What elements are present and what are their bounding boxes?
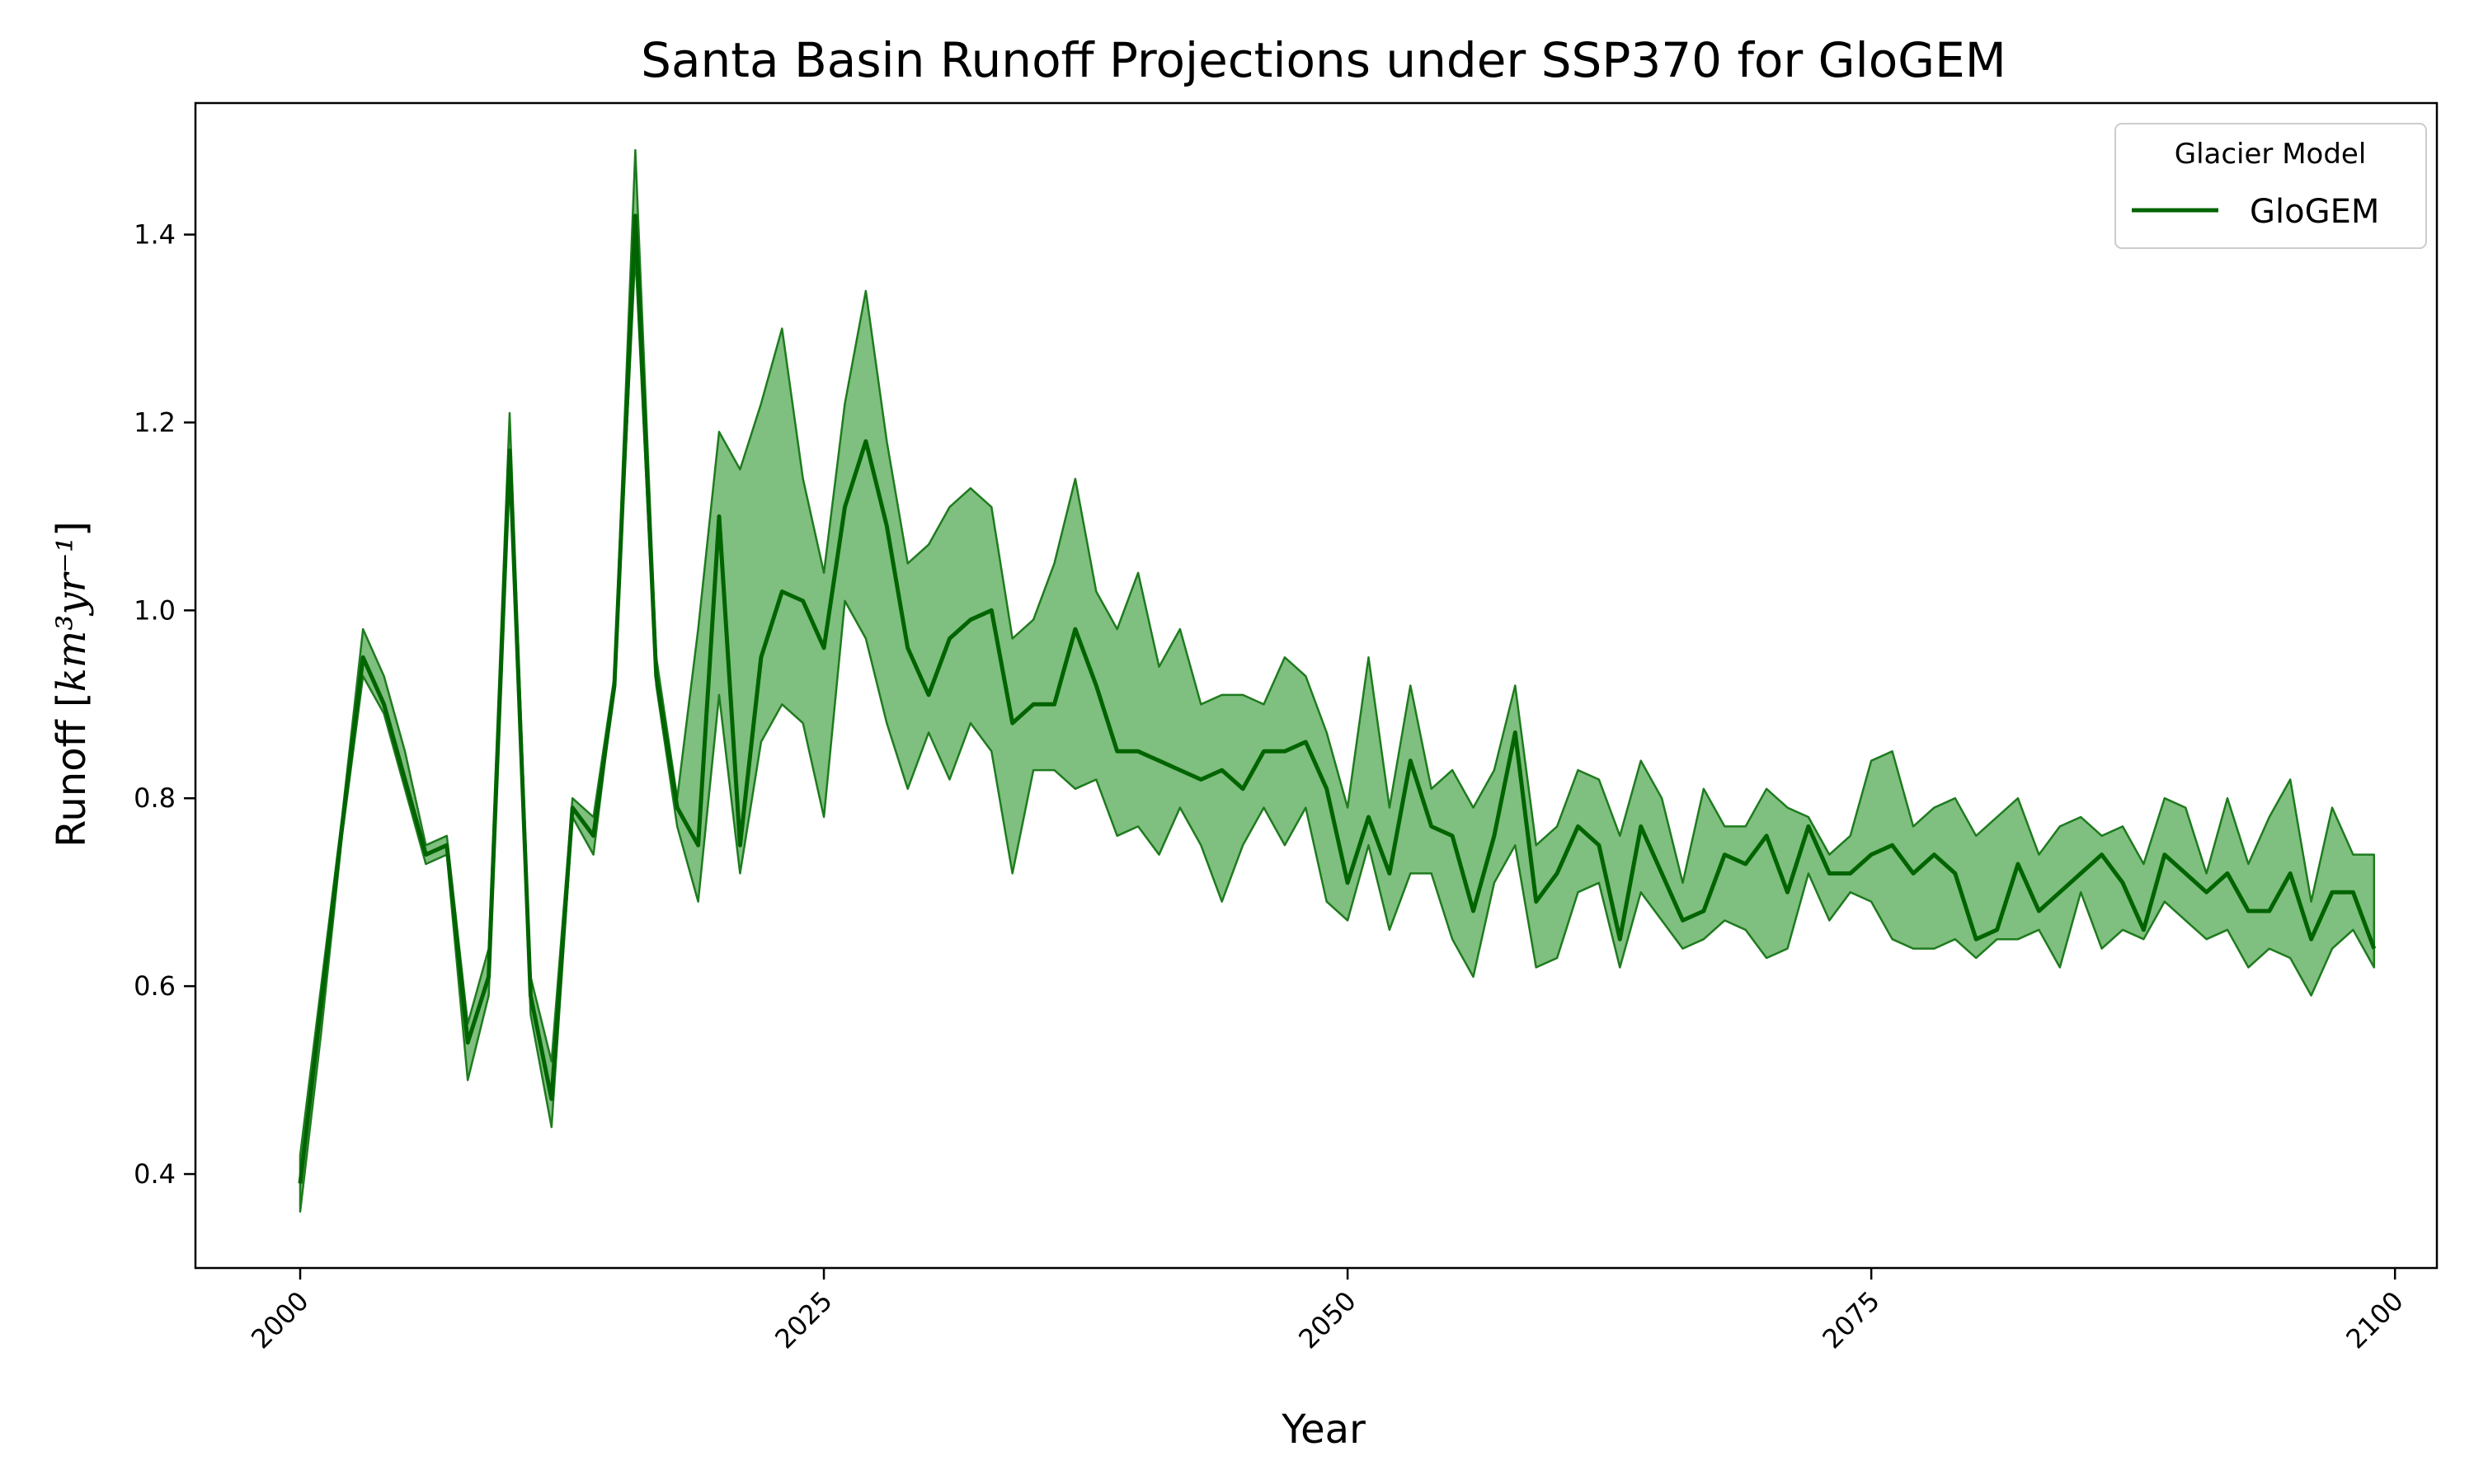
mean-line-glogem: [298, 214, 2377, 1184]
legend-box: [2114, 123, 2427, 249]
y-tick-label: 0.8: [134, 782, 176, 814]
mean-line-layer: [298, 214, 2377, 1184]
y-axis-label-prefix: Runoff [: [49, 692, 95, 847]
y-tick-label: 0.6: [134, 970, 176, 1002]
y-axis-label-units: km³yr⁻¹: [49, 537, 95, 692]
axes-frame: [194, 101, 2439, 1270]
uncertainty-band-layer: [299, 148, 2376, 1213]
chart-title: Santa Basin Runoff Projections under SSP…: [641, 32, 2006, 88]
uncertainty-band-glogem: [299, 148, 2376, 1213]
y-axis-label-suffix: ]: [49, 521, 95, 537]
plot-area: [298, 148, 2377, 1213]
y-axis-label: Runoff [km³yr⁻¹]: [49, 521, 95, 848]
legend-entry-glogem: GloGEM: [2250, 193, 2379, 231]
legend-title: Glacier Model: [2175, 138, 2367, 171]
y-tick-label: 1.2: [134, 406, 176, 438]
y-tick-label: 1.0: [134, 594, 176, 626]
y-axis-ticks: 0.4 0.6 0.8 1.0 1.2 1.4: [134, 219, 195, 1190]
y-tick-label: 1.4: [134, 219, 176, 251]
x-axis-label: Year: [1281, 1407, 1366, 1453]
legend: Glacier Model GloGEM: [2114, 123, 2427, 249]
y-tick-label: 0.4: [134, 1158, 176, 1190]
